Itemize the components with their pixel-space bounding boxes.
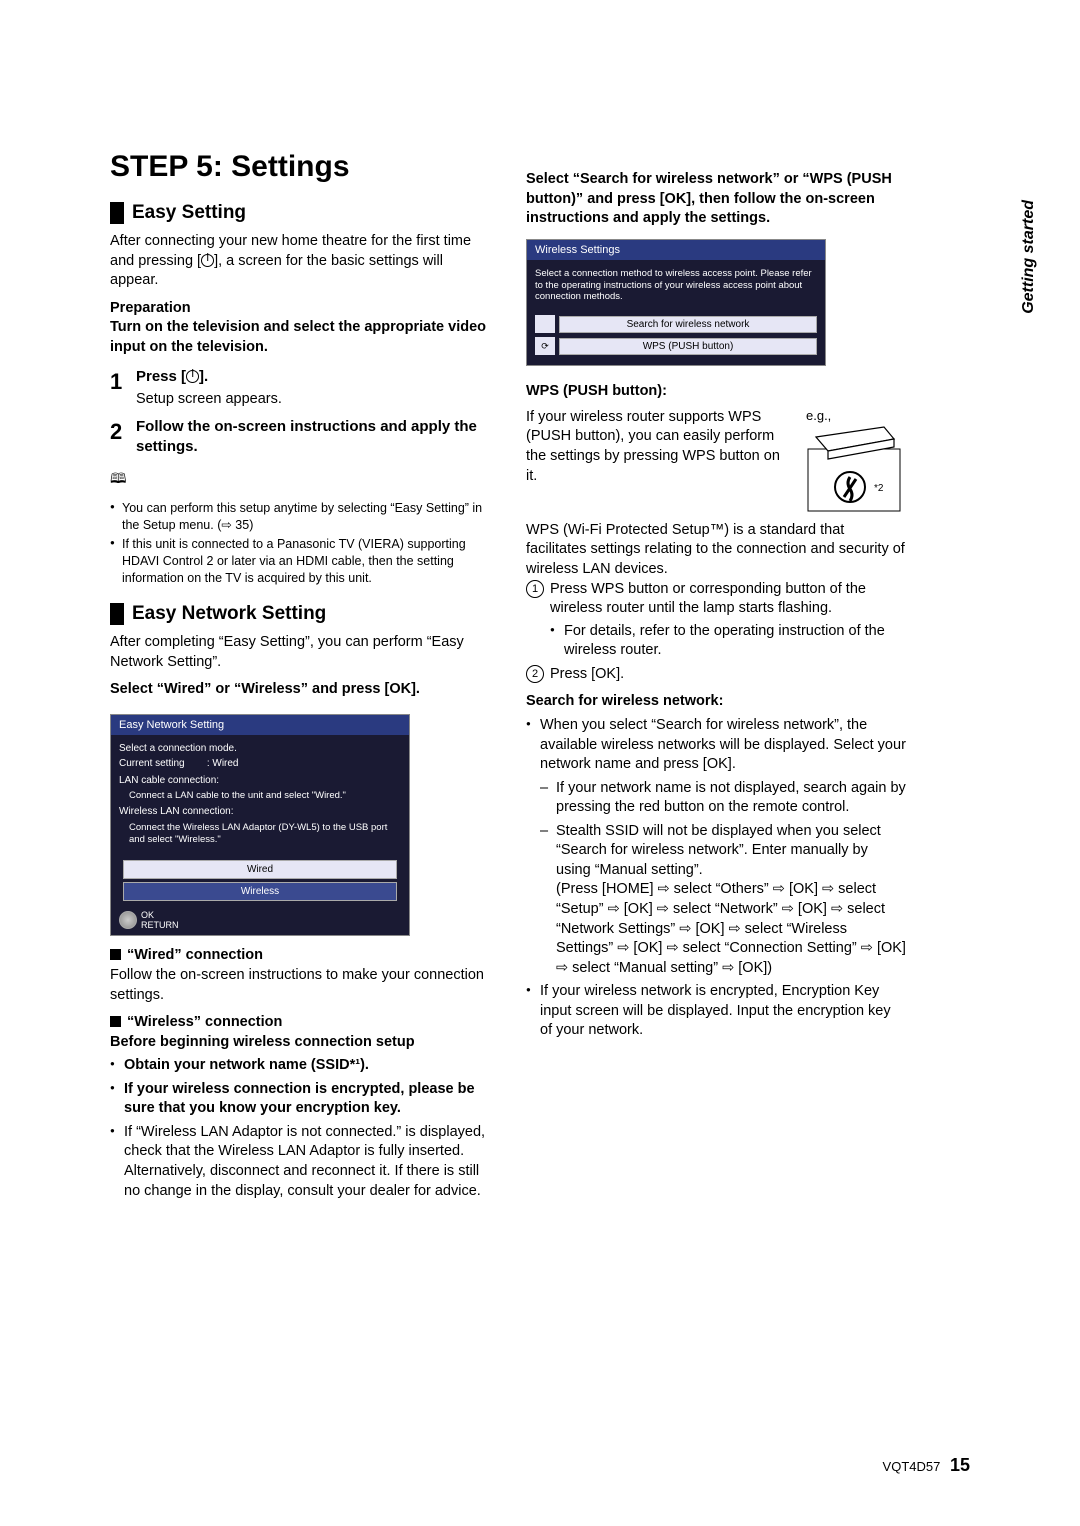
wps-step-2: Press [OK]. [526,665,906,685]
doc-code: VQT4D57 [883,1459,941,1474]
wps-standard: WPS (Wi-Fi Protected Setup™) is a standa… [526,521,906,580]
wps-push-button[interactable]: WPS (PUSH button) [559,338,817,355]
side-label: Getting started [1020,200,1038,314]
section-bar [110,603,124,625]
step-2: 2 Follow the on-screen instructions and … [110,417,490,458]
search-heading: Search for wireless network: [526,692,906,712]
wireless-settings-dialog: Wireless Settings Select a connection me… [526,239,826,367]
search-bullets: When you select “Search for wireless net… [526,716,906,1041]
power-icon [201,254,214,267]
blank-icon-cell [535,315,555,333]
wired-connection-body: Follow the on-screen instructions to mak… [110,966,490,1005]
search-network-button[interactable]: Search for wireless network [559,316,817,333]
list-item: Obtain your network name (SSID*¹). [110,1056,490,1076]
step-title: STEP 5: Settings [110,150,490,184]
right-column: Select “Search for wireless network” or … [526,150,906,1205]
power-icon [186,370,199,383]
note-item: If this unit is connected to a Panasonic… [110,536,490,587]
step1-main: Press []. [136,367,490,387]
easy-network-dialog: Easy Network Setting Select a connection… [110,714,410,937]
wireless-pre: Before beginning wireless connection set… [110,1033,490,1053]
step-number: 2 [110,417,136,458]
page-number: 15 [950,1455,970,1475]
list-item: For details, refer to the operating inst… [550,622,906,661]
wps-heading: WPS (PUSH button): [526,382,906,402]
wps-steps: Press WPS button or corresponding button… [526,580,906,685]
list-item: If “Wireless LAN Adaptor is not connecte… [110,1123,490,1201]
step-1: 1 Press []. Setup screen appears. [110,367,490,409]
easy-network-title: Easy Network Setting [132,603,326,625]
dialog-footer: OKRETURN [111,907,409,935]
list-item: Stealth SSID will not be displayed when … [540,822,906,979]
wireless-connection-heading: “Wireless” connection [110,1013,490,1033]
list-item: If your wireless connection is encrypted… [110,1080,490,1119]
step2-main: Follow the on-screen instructions and ap… [136,417,490,458]
preparation-heading: Preparation [110,299,490,319]
easy-setting-title: Easy Setting [132,202,246,224]
list-item: When you select “Search for wireless net… [526,716,906,978]
wps-step-1: Press WPS button or corresponding button… [526,580,906,661]
page: Getting started STEP 5: Settings Easy Se… [0,0,1080,1526]
list-item: If your wireless network is encrypted, E… [526,982,906,1041]
dialog-header: Easy Network Setting [111,715,409,735]
dialog-header: Wireless Settings [527,240,825,260]
left-column: STEP 5: Settings Easy Setting After conn… [110,150,490,1205]
right-top: Select “Search for wireless network” or … [526,170,906,229]
svg-text:*2: *2 [874,483,884,494]
router-illustration: e.g., *2 [806,408,906,513]
wps-icon-cell: ⟳ [535,337,555,355]
wps-body: If your wireless router supports WPS (PU… [526,408,792,486]
wired-button[interactable]: Wired [123,860,397,879]
square-bullet-icon [110,949,121,960]
notes: You can perform this setup anytime by se… [110,500,490,587]
wireless-bullets: Obtain your network name (SSID*¹). If yo… [110,1056,490,1201]
note-item: You can perform this setup anytime by se… [110,500,490,534]
square-bullet-icon [110,1016,121,1027]
easy-setting-head: Easy Setting [110,202,490,224]
ok-icon [119,911,137,929]
easy-network-intro: After completing “Easy Setting”, you can… [110,633,490,672]
wired-connection-heading: “Wired” connection [110,946,490,966]
columns: STEP 5: Settings Easy Setting After conn… [110,150,970,1205]
wps-figure: If your wireless router supports WPS (PU… [526,408,906,513]
wireless-button[interactable]: Wireless [123,882,397,901]
easy-network-head: Easy Network Setting [110,603,490,625]
preparation-body: Turn on the television and select the ap… [110,318,490,357]
router-icon: *2 [806,423,902,513]
page-footer: VQT4D57 15 [883,1455,970,1476]
steps: 1 Press []. Setup screen appears. 2 Foll… [110,367,490,457]
step-number: 1 [110,367,136,409]
step1-sub: Setup screen appears. [136,390,490,410]
list-item: If your network name is not displayed, s… [540,779,906,818]
section-bar [110,202,124,224]
easy-setting-intro: After connecting your new home theatre f… [110,232,490,291]
note-icon: 🕮 [110,468,490,492]
select-wired-wireless: Select “Wired” or “Wireless” and press [… [110,680,490,700]
